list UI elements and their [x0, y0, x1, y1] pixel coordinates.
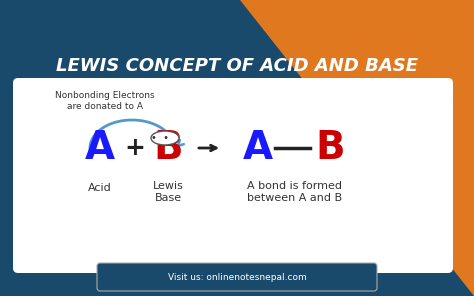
Text: A: A — [85, 129, 115, 167]
Text: +: + — [125, 136, 146, 160]
Text: B: B — [153, 129, 183, 167]
Text: Lewis
Base: Lewis Base — [153, 181, 183, 203]
Text: A: A — [243, 129, 273, 167]
Text: LEWIS CONCEPT OF ACID AND BASE: LEWIS CONCEPT OF ACID AND BASE — [56, 57, 418, 75]
Text: Visit us: onlinenotesnepal.com: Visit us: onlinenotesnepal.com — [168, 273, 306, 281]
Text: Nonbonding Electrons
are donated to A: Nonbonding Electrons are donated to A — [55, 91, 155, 111]
FancyBboxPatch shape — [97, 263, 377, 291]
Text: Acid: Acid — [88, 183, 112, 193]
Text: A bond is formed
between A and B: A bond is formed between A and B — [247, 181, 343, 203]
Text: •  •: • • — [151, 133, 169, 143]
Ellipse shape — [151, 131, 179, 145]
Polygon shape — [240, 0, 474, 296]
FancyBboxPatch shape — [13, 78, 453, 273]
Text: B: B — [315, 129, 345, 167]
